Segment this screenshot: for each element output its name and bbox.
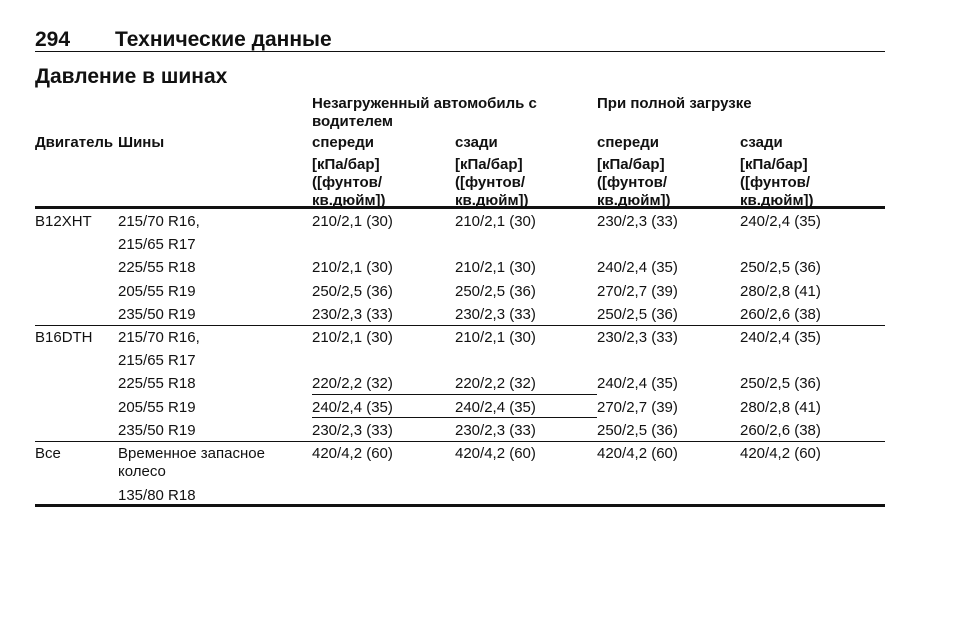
pressure-cell: 420/4,2 (60)	[312, 445, 393, 462]
pressure-cell: 210/2,1 (30)	[455, 213, 536, 230]
pressure-cell: 210/2,1 (30)	[312, 213, 393, 230]
pressure-cell: 250/2,5 (36)	[455, 283, 536, 300]
page-number: 294	[35, 28, 71, 51]
unit-label: [кПа/бар] ([фунтов/ кв.дюйм])	[740, 156, 814, 209]
pressure-cell: 230/2,3 (33)	[597, 213, 678, 230]
pressure-cell: 250/2,5 (36)	[740, 259, 821, 276]
unit-label: [кПа/бар] ([фунтов/ кв.дюйм])	[455, 156, 529, 209]
tyre-cell: 205/55 R19	[118, 399, 196, 416]
pressure-cell: 250/2,5 (36)	[597, 422, 678, 439]
column-header: сзади	[455, 134, 498, 151]
tyre-cell: 235/50 R19	[118, 422, 196, 439]
pressure-cell: 280/2,8 (41)	[740, 399, 821, 416]
column-header: Двигатель	[35, 134, 114, 151]
unit-label: [кПа/бар] ([фунтов/ кв.дюйм])	[597, 156, 671, 209]
pressure-cell: 270/2,7 (39)	[597, 399, 678, 416]
pressure-cell: 230/2,3 (33)	[455, 306, 536, 323]
pressure-cell: 240/2,4 (35)	[312, 399, 393, 416]
group-header: Незагруженный автомобиль с водителем	[312, 95, 537, 130]
pressure-cell: 210/2,1 (30)	[312, 329, 393, 346]
pressure-cell: 270/2,7 (39)	[597, 283, 678, 300]
pressure-cell: 230/2,3 (33)	[455, 422, 536, 439]
tyre-cell: 135/80 R18	[118, 487, 196, 504]
pressure-cell: 250/2,5 (36)	[597, 306, 678, 323]
column-header: спереди	[597, 134, 659, 151]
pressure-cell: 260/2,6 (38)	[740, 422, 821, 439]
pressure-cell: 250/2,5 (36)	[740, 375, 821, 392]
tyre-cell: 215/70 R16,	[118, 213, 200, 230]
column-header: спереди	[312, 134, 374, 151]
pressure-cell: 240/2,4 (35)	[740, 329, 821, 346]
tyre-cell: Временное запасное колесо	[118, 445, 265, 480]
page-title: Давление в шинах	[35, 65, 228, 88]
pressure-cell: 210/2,1 (30)	[312, 259, 393, 276]
pressure-cell: 220/2,2 (32)	[312, 375, 393, 392]
pressure-cell: 240/2,4 (35)	[597, 259, 678, 276]
pressure-cell: 420/4,2 (60)	[597, 445, 678, 462]
rule	[35, 206, 885, 209]
pressure-cell: 210/2,1 (30)	[455, 329, 536, 346]
rule	[35, 441, 885, 442]
rule	[35, 51, 885, 52]
column-header: Шины	[118, 134, 165, 151]
pressure-cell: 230/2,3 (33)	[597, 329, 678, 346]
pressure-cell: 250/2,5 (36)	[312, 283, 393, 300]
rule	[312, 417, 597, 418]
column-header: сзади	[740, 134, 783, 151]
tyre-cell: 225/55 R18	[118, 375, 196, 392]
pressure-cell: 420/4,2 (60)	[740, 445, 821, 462]
pressure-cell: 420/4,2 (60)	[455, 445, 536, 462]
pressure-cell: 210/2,1 (30)	[455, 259, 536, 276]
tyre-cell: 215/65 R17	[118, 236, 196, 253]
pressure-cell: 240/2,4 (35)	[455, 399, 536, 416]
pressure-cell: 240/2,4 (35)	[740, 213, 821, 230]
tyre-cell: 215/70 R16,	[118, 329, 200, 346]
pressure-cell: 260/2,6 (38)	[740, 306, 821, 323]
pressure-cell: 240/2,4 (35)	[597, 375, 678, 392]
pressure-cell: 220/2,2 (32)	[455, 375, 536, 392]
group-header: При полной загрузке	[597, 95, 752, 112]
pressure-cell: 280/2,8 (41)	[740, 283, 821, 300]
engine-cell: Все	[35, 445, 61, 462]
tyre-cell: 235/50 R19	[118, 306, 196, 323]
unit-label: [кПа/бар] ([фунтов/ кв.дюйм])	[312, 156, 386, 209]
rule	[312, 394, 597, 395]
tyre-cell: 205/55 R19	[118, 283, 196, 300]
rule	[35, 325, 885, 326]
pressure-cell: 230/2,3 (33)	[312, 306, 393, 323]
tyre-cell: 215/65 R17	[118, 352, 196, 369]
engine-cell: B16DTH	[35, 329, 93, 346]
tyre-cell: 225/55 R18	[118, 259, 196, 276]
section-title: Технические данные	[115, 28, 332, 51]
rule	[35, 504, 885, 507]
engine-cell: B12XHT	[35, 213, 92, 230]
pressure-cell: 230/2,3 (33)	[312, 422, 393, 439]
